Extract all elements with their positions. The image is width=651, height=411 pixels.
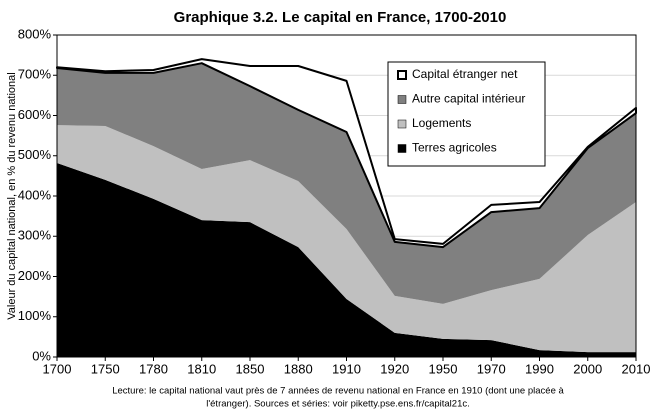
note: Lecture: le capital national vaut près d…	[112, 386, 564, 397]
legend-label: Terres agricoles	[412, 141, 497, 155]
y-tick-label: 700%	[18, 67, 52, 82]
area	[57, 63, 636, 304]
area	[57, 125, 636, 353]
x-tick-label: 1850	[236, 361, 265, 376]
x-tick-label: 1990	[525, 361, 554, 376]
x-tick-label: 1970	[477, 361, 506, 376]
x-tick-label: 1700	[43, 361, 72, 376]
x-tick-label: 1780	[139, 361, 168, 376]
x-tick-label: 1750	[91, 361, 120, 376]
y-tick-label: 100%	[18, 308, 52, 323]
x-tick-label: 2010	[622, 361, 651, 376]
note: l'étranger). Sources et séries: voir pik…	[206, 399, 470, 410]
legend-swatch	[397, 144, 407, 153]
x-tick-label: 1880	[284, 361, 313, 376]
y-axis-label: Valeur du capital national, en % du reve…	[6, 72, 18, 319]
chart-title: Graphique 3.2. Le capital en France, 170…	[174, 9, 507, 26]
y-tick-label: 200%	[18, 268, 52, 283]
y-tick-label: 600%	[18, 107, 52, 122]
y-tick-label: 400%	[18, 187, 52, 202]
y-tick-label: 0%	[32, 348, 51, 363]
y-tick-label: 800%	[18, 26, 52, 41]
x-tick-label: 1950	[429, 361, 458, 376]
x-tick-label: 1810	[187, 361, 216, 376]
x-tick-label: 2000	[573, 361, 602, 376]
x-tick-label: 1920	[380, 361, 409, 376]
legend-label: Logements	[412, 116, 471, 130]
x-tick-label: 1910	[332, 361, 361, 376]
legend-label: Autre capital intérieur	[412, 92, 525, 106]
area	[57, 162, 636, 357]
legend-swatch	[397, 70, 407, 80]
y-tick-label: 300%	[18, 228, 52, 243]
legend-label: Capital étranger net	[412, 67, 518, 81]
legend-swatch	[397, 95, 407, 104]
y-tick-label: 500%	[18, 147, 52, 162]
legend-swatch	[397, 119, 407, 129]
legend-box	[387, 61, 546, 167]
